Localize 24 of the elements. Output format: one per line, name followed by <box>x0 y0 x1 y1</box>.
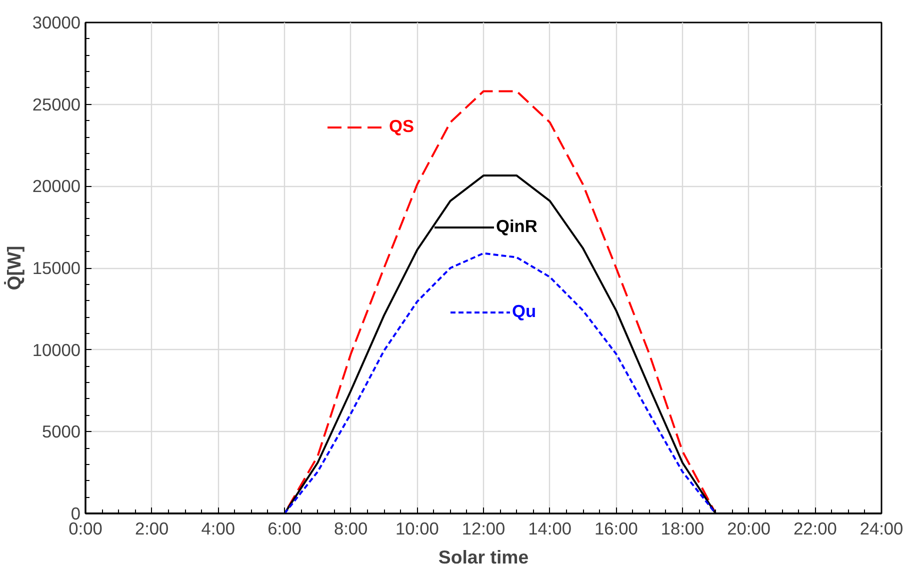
x-tick-label: 24:00 <box>860 518 904 538</box>
y-axis-title: Q̇[W] <box>3 246 24 290</box>
legend-label: QinR <box>496 216 538 237</box>
x-tick-label: 6:00 <box>268 518 302 538</box>
y-tick-label: 20000 <box>32 176 80 196</box>
x-tick-label: 18:00 <box>660 518 704 538</box>
line-series <box>284 252 717 514</box>
y-tick-label: 25000 <box>32 94 80 114</box>
legend-label: QS <box>389 116 414 137</box>
x-tick-label: 20:00 <box>727 518 771 538</box>
x-tick-label: 12:00 <box>462 518 506 538</box>
x-tick-label: 2:00 <box>134 518 169 538</box>
legend-label: Qu <box>512 301 536 322</box>
x-tick-label: 8:00 <box>334 518 368 538</box>
y-tick-label: 15000 <box>32 258 80 278</box>
y-tick-label: 30000 <box>32 12 80 32</box>
x-tick-label: 16:00 <box>594 518 638 538</box>
y-tick-label: 10000 <box>32 340 80 360</box>
x-tick-label: 10:00 <box>395 518 439 538</box>
x-tick-label: 4:00 <box>201 518 236 538</box>
y-tick-label: 5000 <box>42 422 81 442</box>
x-tick-label: 14:00 <box>528 518 572 538</box>
x-tick-label: 22:00 <box>793 518 837 538</box>
x-axis-title: Solar time <box>438 546 529 568</box>
